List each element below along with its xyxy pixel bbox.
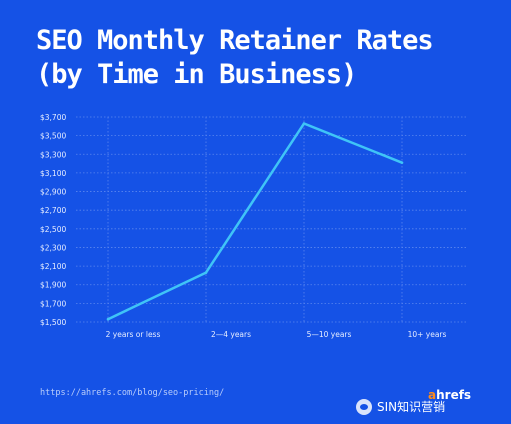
x-tick-label: 5—10 years xyxy=(307,330,352,339)
x-tick-label: 2—4 years xyxy=(211,330,251,339)
chart-title-line: SEO Monthly Retainer Rates xyxy=(36,25,434,56)
grid-lines xyxy=(76,116,468,323)
chart-subtitle: (by Time in Business) xyxy=(36,59,357,90)
y-tick-label: $2,900 xyxy=(40,188,66,197)
logo-letter: a xyxy=(428,388,437,402)
y-tick-label: $3,700 xyxy=(40,113,66,122)
data-point xyxy=(204,271,208,274)
y-tick-label: $1,700 xyxy=(40,299,66,308)
wechat-icon xyxy=(356,398,372,415)
y-tick-label: $2,100 xyxy=(40,262,66,271)
x-tick-label: 2 years or less xyxy=(106,330,161,339)
y-tick-label: $3,500 xyxy=(40,132,66,141)
source-url[interactable]: https://ahrefs.com/blog/seo-pricing/ xyxy=(40,388,225,398)
y-tick-label: $3,300 xyxy=(40,150,66,159)
x-tick-label: 10+ years xyxy=(408,330,447,339)
ahrefs-logo: ahrefs xyxy=(428,388,471,402)
y-tick-label: $2,300 xyxy=(40,243,66,252)
series-line xyxy=(107,122,403,321)
y-tick-label: $2,500 xyxy=(40,225,66,234)
chart-title: SEO Monthly Retainer Rates (by Time in B… xyxy=(36,24,434,92)
y-tick-label: $1,900 xyxy=(40,281,66,290)
data-point xyxy=(302,122,306,125)
y-axis: $1,500 $1,700 $1,900 $2,100 $2,300 $2,500 $2,7… xyxy=(40,113,66,327)
data-point xyxy=(106,317,110,321)
y-tick-label: $3,100 xyxy=(40,169,66,178)
x-axis: 2 years or less 2—4 years 5—10 years 10+ ye… xyxy=(106,330,447,339)
y-tick-label: $2,700 xyxy=(40,206,66,215)
series-line-group xyxy=(106,122,404,321)
watermark: SIN知识营销 xyxy=(356,398,445,415)
watermark-text: SIN知识营销 xyxy=(377,400,446,414)
logo-text: hrefs xyxy=(436,388,472,402)
data-point xyxy=(400,161,404,164)
y-tick-label: $1,500 xyxy=(40,318,66,327)
